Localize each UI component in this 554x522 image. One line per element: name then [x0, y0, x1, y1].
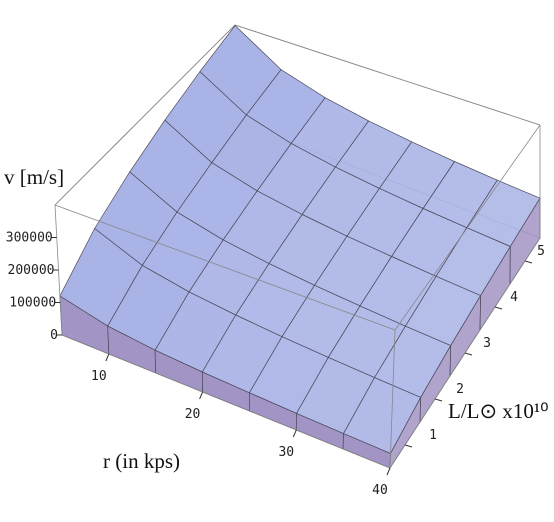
y-tick — [404, 444, 413, 448]
x-tick-label: 20 — [185, 407, 201, 422]
box-edge — [389, 329, 396, 469]
x-axis-label: r (in kps) — [103, 449, 180, 473]
y-tick-label: 2 — [456, 382, 464, 397]
y-tick — [434, 398, 443, 402]
box-edge — [54, 204, 396, 331]
z-tick-label: 200000 — [8, 263, 55, 278]
z-tick-label: 300000 — [6, 231, 53, 246]
box-edge — [54, 24, 236, 206]
z-tick-label: 0 — [50, 328, 58, 343]
x-tick-label: 30 — [278, 445, 294, 460]
y-axis-label: L/L⊙ x10¹⁰ — [448, 399, 549, 423]
y-tick-label: 3 — [483, 336, 491, 351]
y-tick-label: 5 — [537, 244, 545, 259]
box-edge — [234, 24, 541, 126]
x-tick — [292, 429, 297, 438]
y-tick-label: 1 — [429, 428, 437, 443]
x-tick-label: 40 — [372, 483, 388, 498]
z-axis-label: v [m/s] — [4, 165, 64, 189]
z-tick-label: 100000 — [9, 296, 56, 311]
x-tick — [105, 353, 110, 362]
y-tick-label: 4 — [510, 290, 518, 305]
box-edge — [394, 124, 541, 331]
y-tick — [524, 260, 533, 264]
x-tick — [386, 467, 391, 476]
y-tick — [494, 306, 503, 310]
x-tick — [199, 391, 204, 400]
x-tick-label: 10 — [91, 369, 107, 384]
box-edge — [61, 334, 391, 469]
y-tick — [464, 352, 473, 356]
